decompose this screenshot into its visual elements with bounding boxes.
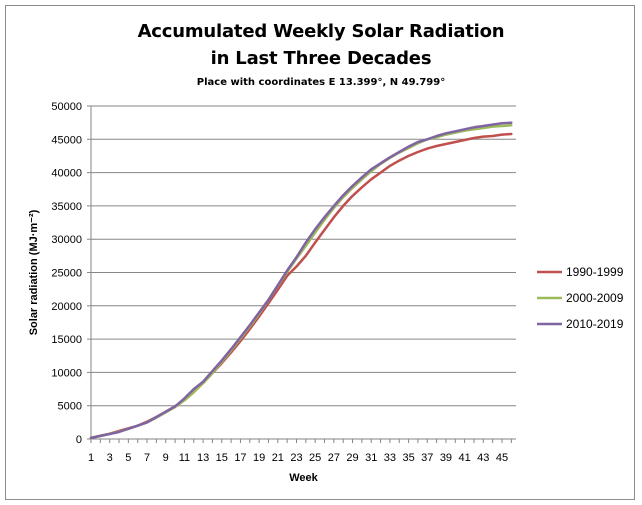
y-tick-label: 45000	[51, 134, 82, 146]
y-tick-labels: 0 5000 10000 15000 20000 25000 30000 35000 40000…	[51, 101, 82, 446]
series-line-1990-1999	[89, 132, 513, 439]
x-tick-label: 33	[384, 452, 396, 464]
x-tick-label: 13	[197, 452, 209, 464]
x-tick-label: 7	[144, 452, 150, 464]
x-tick-label: 27	[328, 452, 340, 464]
x-tick-label: 31	[365, 452, 377, 464]
x-tick-label: 37	[421, 452, 433, 464]
x-tick-label: 9	[163, 452, 169, 464]
x-tick-label: 3	[107, 452, 113, 464]
x-tick-label: 5	[125, 452, 131, 464]
x-tick-label: 29	[346, 452, 358, 464]
legend-label: 2010-2019	[566, 317, 624, 331]
y-tick-label: 25000	[51, 268, 82, 280]
chart-title-line2: in Last Three Decades	[210, 48, 432, 69]
x-axis-title: Week	[289, 472, 318, 484]
x-tick-label: 19	[253, 452, 265, 464]
y-tick-label: 10000	[51, 367, 82, 379]
chart-frame	[5, 5, 635, 500]
chart-subtitle: Place with coordinates E 13.399°, N 49.7…	[196, 77, 446, 88]
y-tick-label: 30000	[51, 234, 82, 246]
legend-label: 2000-2009	[566, 291, 624, 305]
x-tick-label: 41	[459, 452, 471, 464]
legend-label: 1990-1999	[566, 265, 624, 279]
series-line-2010-2019	[89, 121, 513, 440]
legend: 1990-1999 2000-2009 2010-2019	[537, 265, 624, 331]
y-tick-label: 40000	[51, 168, 82, 180]
axes	[90, 106, 516, 440]
y-tick-label: 15000	[51, 334, 82, 346]
x-tick-label: 25	[309, 452, 321, 464]
x-tick-label: 11	[179, 452, 190, 464]
series-lines	[89, 121, 513, 440]
x-tick-labels: 1 3 5 7 9 11 13 15 17 19 21 23 25 27 29 31 33 35 37 39 41 43 4…	[88, 439, 512, 464]
x-tick-label: 23	[290, 452, 302, 464]
x-tick-label: 21	[272, 452, 284, 464]
y-tick-label: 5000	[58, 401, 82, 413]
y-tick-label: 20000	[51, 301, 82, 313]
x-tick-label: 45	[496, 452, 508, 464]
x-tick-label: 17	[234, 452, 246, 464]
gridlines	[87, 105, 516, 440]
y-tick-label: 50000	[51, 101, 82, 113]
x-tick-label: 43	[477, 452, 489, 464]
chart-title-line1: Accumulated Weekly Solar Radiation	[137, 21, 505, 42]
x-tick-label: 35	[402, 452, 414, 464]
x-tick-label: 39	[440, 452, 452, 464]
x-tick-label: 1	[88, 452, 94, 464]
y-tick-label: 0	[76, 434, 82, 446]
x-tick-label: 15	[216, 452, 228, 464]
y-tick-label: 35000	[51, 201, 82, 213]
y-axis-title: Solar radiation (MJ·m⁻²)	[28, 209, 40, 335]
